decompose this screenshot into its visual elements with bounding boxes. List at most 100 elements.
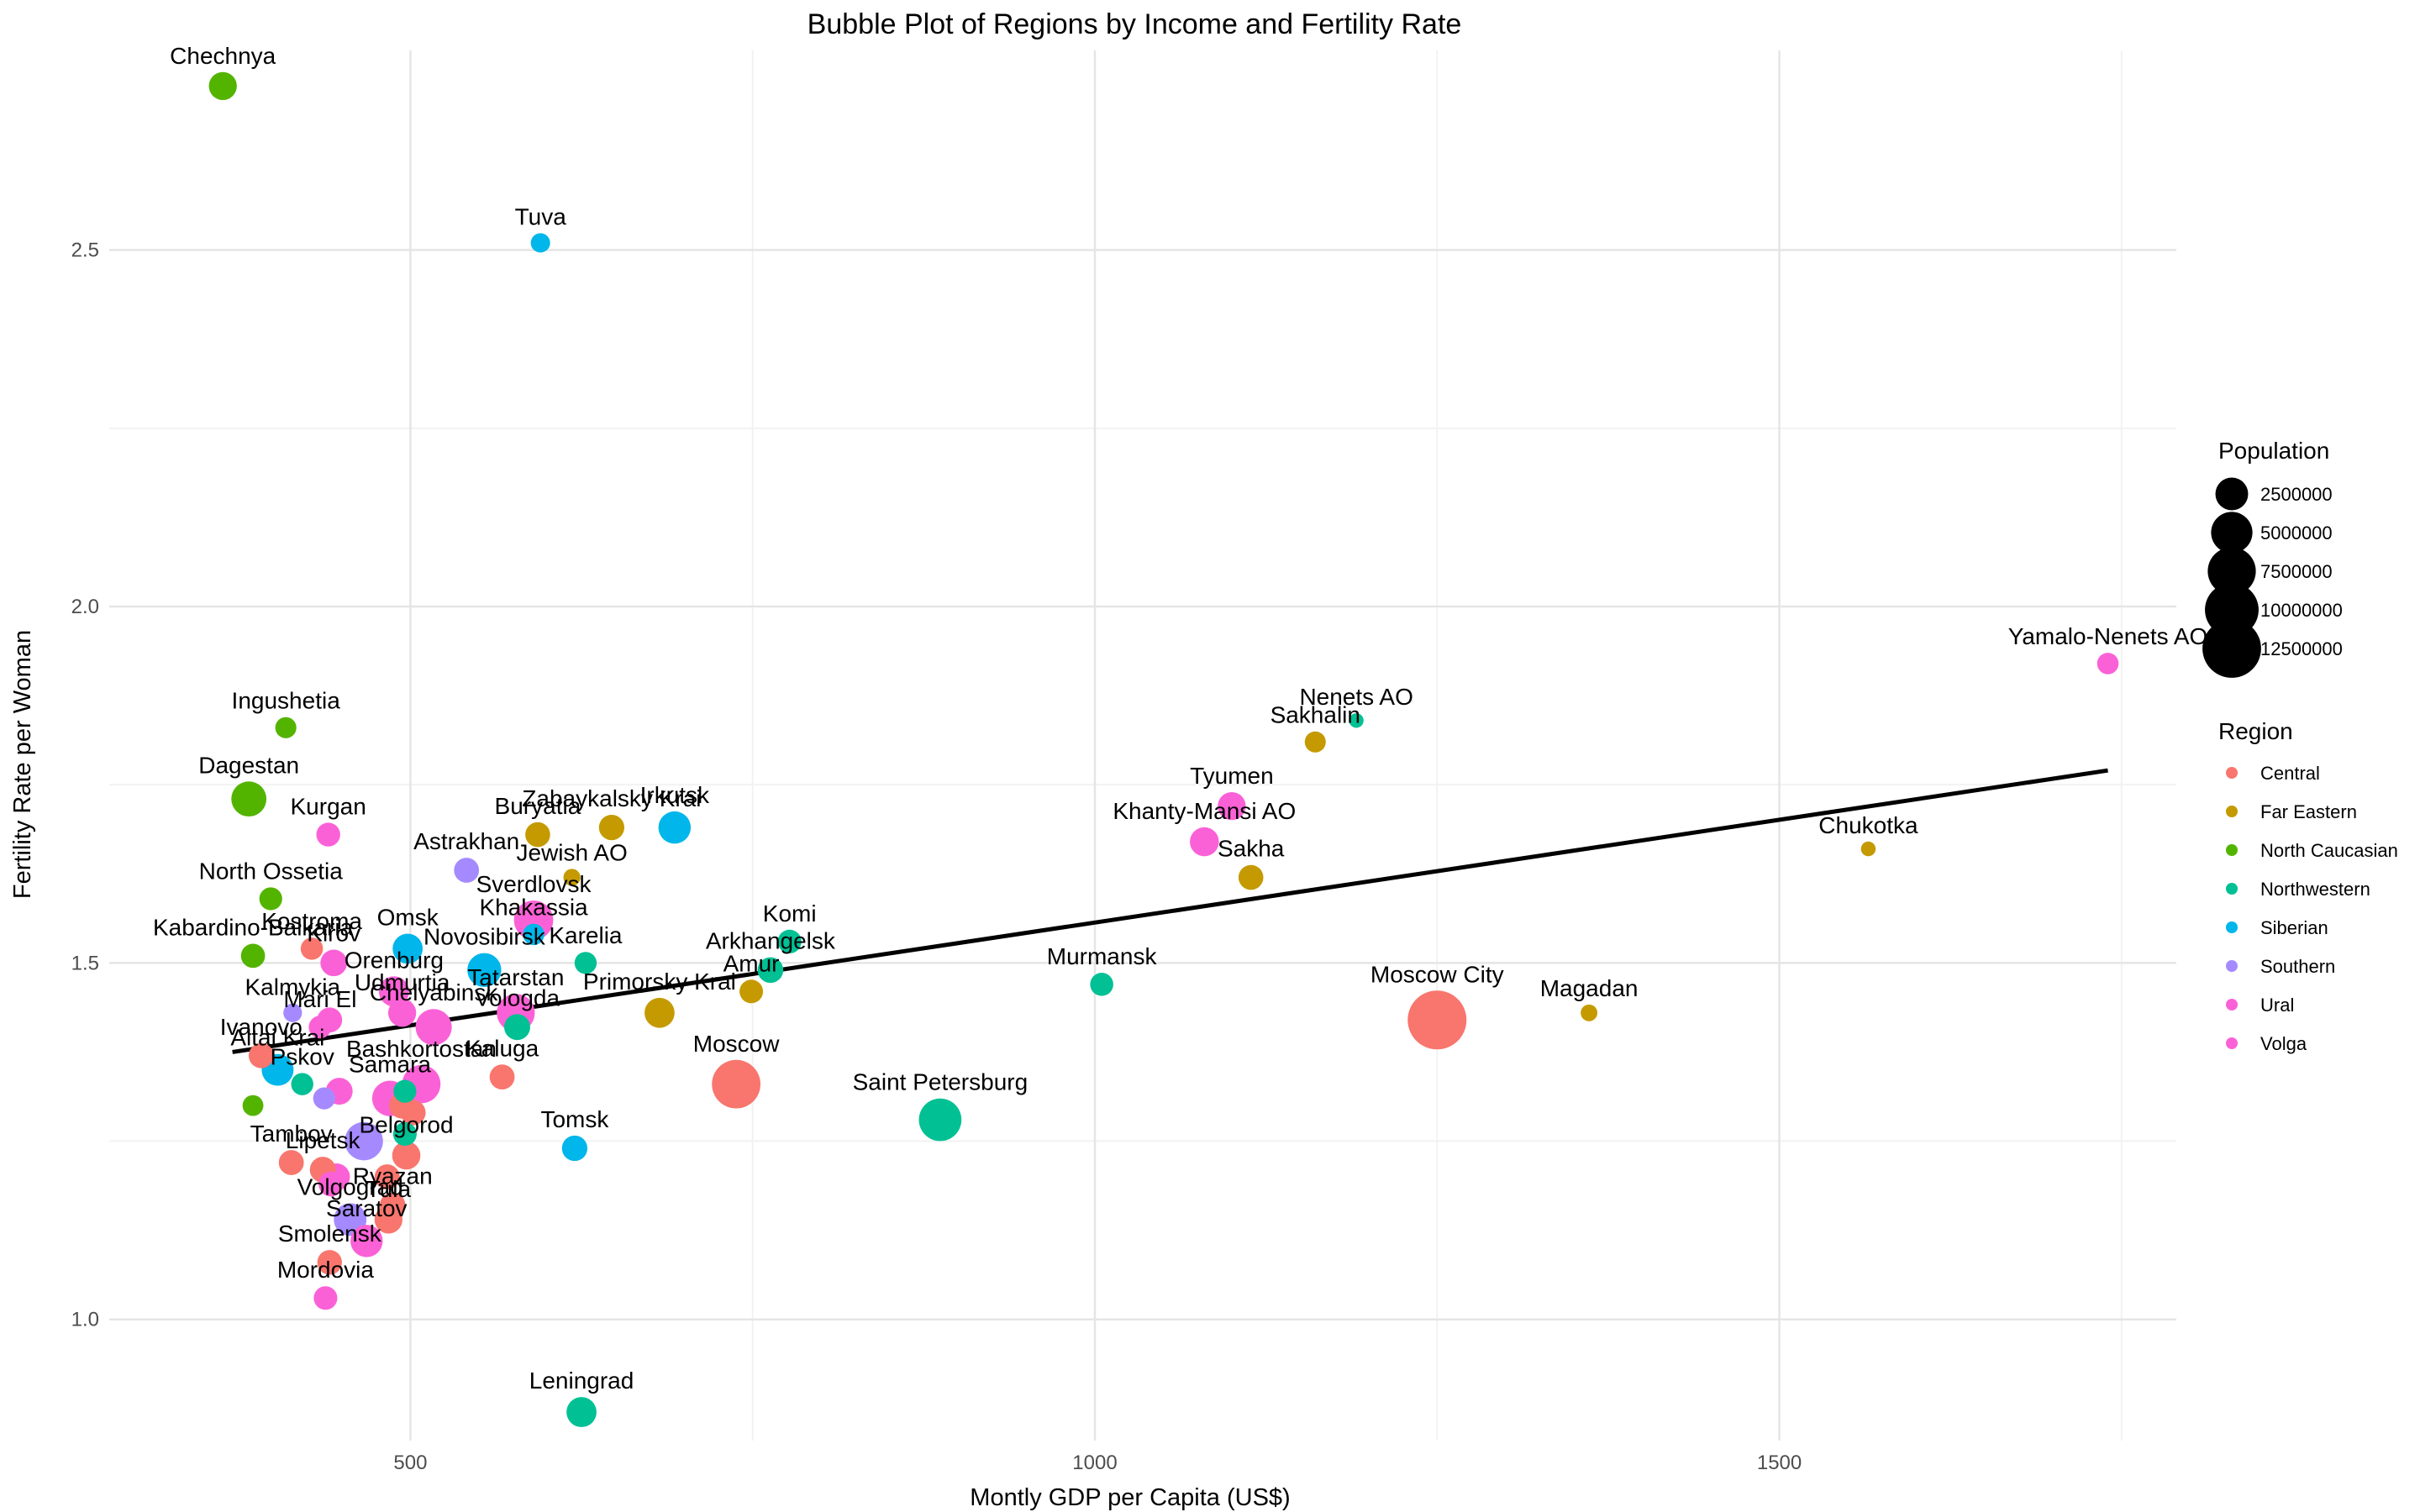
legend-size-label: 10000000: [2260, 600, 2343, 621]
legend-size-key: [2211, 512, 2253, 554]
bubble-tuva: [530, 233, 550, 253]
point-labels: Chechnya Tuva Ingushetia Dagestan Kurgan Nort…: [153, 43, 2207, 1394]
legend-region-title: Region: [2218, 718, 2293, 744]
tick-labels: 500 1000 1500 1.0 1.5 2.0 2.5: [71, 239, 1802, 1474]
bubble-sverdlovsk: [513, 900, 554, 940]
point-label: Khakassia: [479, 895, 588, 921]
bubble-ryazan: [379, 1192, 406, 1219]
bubble: [400, 1100, 426, 1126]
point-label: Karelia: [549, 922, 623, 948]
bubble-chechnya: [208, 71, 237, 101]
bubble-kostroma: [300, 937, 324, 960]
point-label: Pskov: [271, 1043, 334, 1069]
point-label: Chelyabinsk: [370, 979, 499, 1005]
legend-region-label: Northwestern: [2260, 879, 2370, 900]
point-label: Arkhangelsk: [706, 928, 836, 954]
legend-size-label: 5000000: [2260, 522, 2333, 543]
legend-region-label: Siberian: [2260, 917, 2328, 938]
bubble-dagestan: [231, 781, 267, 817]
bubble-moscow: [712, 1059, 761, 1109]
point-label: Amur: [723, 950, 780, 976]
point-label: Mari El: [283, 986, 356, 1012]
bubble-chukotka: [1860, 841, 1876, 857]
bubble-ingushetia: [275, 717, 297, 738]
grid: [109, 50, 2176, 1441]
point-label: Kabardino-Balkaria: [153, 915, 354, 941]
legend-size-key: [2215, 477, 2249, 511]
point-label: Orenburg: [345, 947, 444, 973]
bubble-moscow-city: [1407, 990, 1467, 1050]
y-tick-label: 1.0: [71, 1309, 99, 1331]
point-label: Astrakhan: [413, 828, 519, 854]
point-label: Zabaykalsky Krai: [522, 785, 701, 811]
bubble: [318, 1171, 344, 1197]
bubble: [374, 1164, 400, 1189]
point-label: Dagestan: [198, 752, 299, 778]
point-label: Volgograd: [297, 1173, 403, 1200]
bubble-leningrad: [566, 1397, 597, 1427]
y-axis-label: Fertility Rate per Woman: [9, 630, 36, 899]
bubble-smolensk: [317, 1250, 342, 1275]
bubble: [392, 1121, 417, 1147]
point-label: Kalmykia: [245, 974, 341, 1000]
bubble-magadan: [1581, 1004, 1598, 1021]
legend-size-label: 2500000: [2260, 484, 2333, 505]
point-label: Sverdlovsk: [476, 871, 592, 897]
point-label: Lipetsk: [286, 1127, 361, 1153]
bubble: [393, 1079, 417, 1103]
legend-region-label: Ural: [2260, 995, 2294, 1016]
bubble-amur: [739, 979, 764, 1004]
point-label: Jewish AO: [517, 839, 628, 865]
bubble-kabardino-balkaria: [240, 943, 266, 969]
bubble-saratov: [350, 1225, 383, 1257]
bubble-vologda: [504, 1014, 530, 1041]
bubble-buryatia: [525, 822, 550, 848]
bubble: [345, 1121, 383, 1161]
bubble-kalmykia: [283, 1003, 302, 1022]
point-label: Bashkortostan: [346, 1036, 497, 1062]
point-label: Tatarstan: [467, 964, 564, 990]
point-label: Kostroma: [261, 908, 362, 934]
point-label: Kirov: [307, 921, 360, 947]
legend-region-key: [2226, 999, 2238, 1011]
bubble-sakha: [1238, 864, 1264, 890]
point-label: Moscow City: [1370, 961, 1504, 987]
bubble-irkutsk: [658, 811, 692, 844]
point-label: Novosibirsk: [424, 924, 546, 950]
legend-population: Population 2500000 5000000 7500000 10000000…: [2202, 438, 2343, 678]
bubble-murmansk: [1090, 973, 1113, 996]
bubble-mordovia: [313, 1286, 338, 1310]
legend-region-label: Volga: [2260, 1033, 2307, 1054]
point-label: Ingushetia: [232, 688, 341, 714]
bubble-kurgan: [316, 822, 340, 847]
point-label: Udmurtia: [355, 969, 450, 995]
point-label: Ivanovo: [220, 1014, 302, 1040]
point-label: Tula: [366, 1176, 412, 1202]
point-label: Smolensk: [278, 1221, 382, 1247]
y-tick-label: 2.5: [71, 239, 99, 262]
bubble-saint-petersburg: [918, 1098, 962, 1142]
trend-line: [232, 768, 2108, 1054]
bubble-kaluga: [489, 1064, 515, 1090]
bubble-mari-el: [308, 1016, 332, 1039]
legend-region-key: [2226, 1037, 2238, 1049]
legend-region-key: [2226, 844, 2238, 856]
point-label: Saint Petersburg: [853, 1069, 1028, 1095]
legend-size-key: [2202, 619, 2261, 678]
point-label: Irkutsk: [640, 782, 710, 808]
legend-region-key: [2226, 883, 2238, 895]
bubble-zabaykalsky-krai: [598, 814, 625, 841]
point-label: Kaluga: [466, 1035, 539, 1061]
bubble-yamalo-nenets-ao: [2096, 653, 2119, 675]
legend-region: Region Central Far Eastern North Caucasian…: [2218, 718, 2398, 1054]
legend-region-key: [2226, 921, 2238, 933]
bubble-astrakhan: [454, 858, 480, 883]
legend-region-key: [2226, 767, 2238, 779]
point-label: Chechnya: [170, 43, 276, 69]
x-tick-label: 500: [393, 1452, 427, 1474]
x-tick-label: 1000: [1072, 1452, 1117, 1474]
point-label: Samara: [349, 1052, 431, 1078]
point-label: Leningrad: [529, 1368, 634, 1394]
legend-size-label: 12500000: [2260, 638, 2343, 659]
x-tick-label: 1500: [1757, 1452, 1802, 1474]
